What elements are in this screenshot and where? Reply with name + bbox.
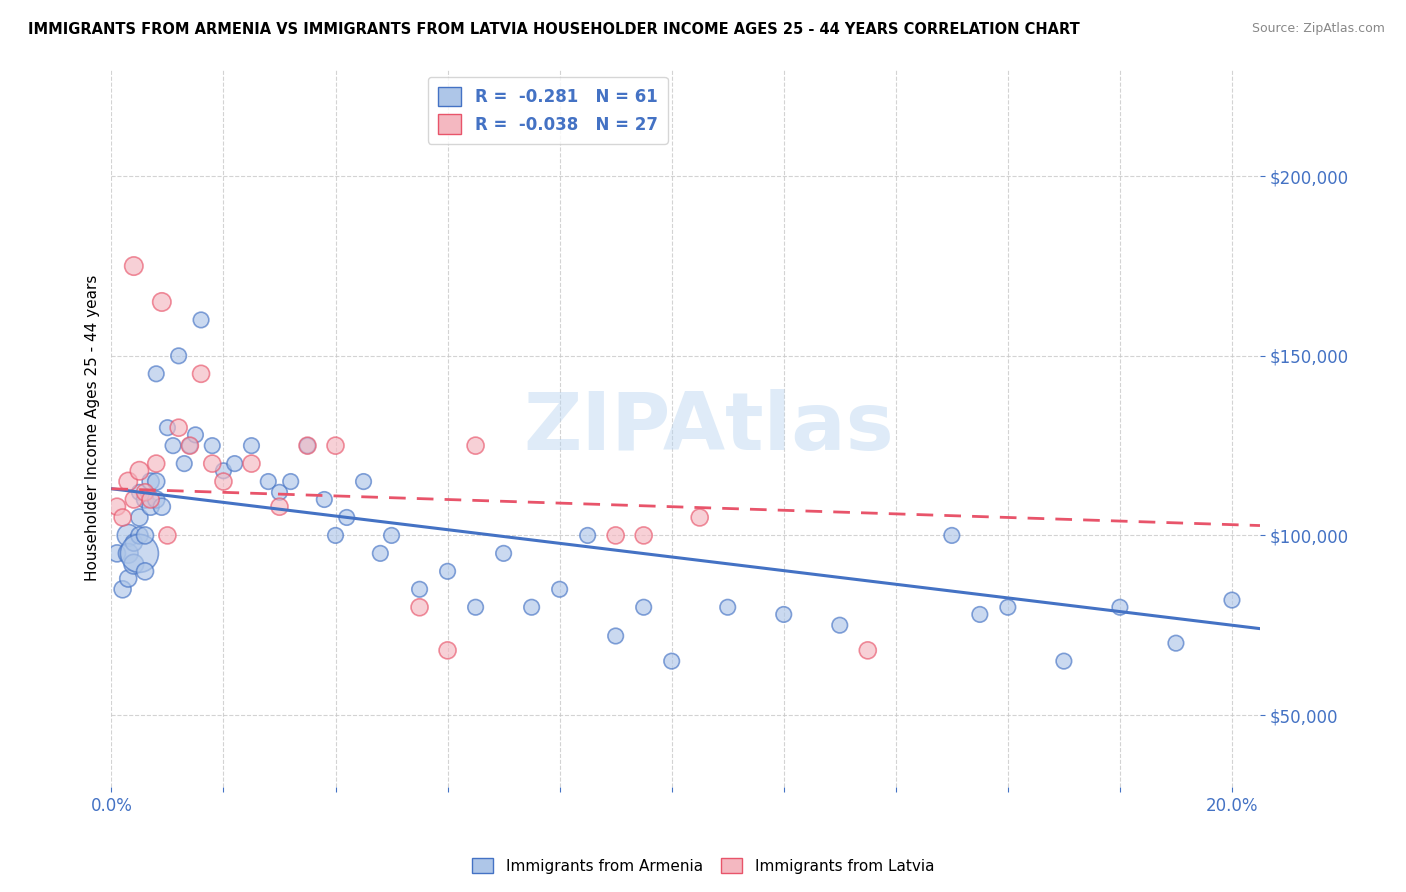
Point <box>257 475 280 489</box>
Point <box>408 600 430 615</box>
Point <box>408 582 430 597</box>
Point <box>105 500 128 514</box>
Point <box>128 485 150 500</box>
Point <box>280 475 302 489</box>
Point <box>122 492 145 507</box>
Point <box>353 475 375 489</box>
Point <box>167 349 190 363</box>
Point <box>122 259 145 273</box>
Point <box>139 475 162 489</box>
Point <box>122 557 145 571</box>
Point <box>190 313 212 327</box>
Point <box>156 528 179 542</box>
Point <box>997 600 1019 615</box>
Text: IMMIGRANTS FROM ARMENIA VS IMMIGRANTS FROM LATVIA HOUSEHOLDER INCOME AGES 25 - 4: IMMIGRANTS FROM ARMENIA VS IMMIGRANTS FR… <box>28 22 1080 37</box>
Point <box>605 629 627 643</box>
Point <box>380 528 402 542</box>
Point <box>122 535 145 549</box>
Text: Source: ZipAtlas.com: Source: ZipAtlas.com <box>1251 22 1385 36</box>
Point <box>179 439 201 453</box>
Point <box>969 607 991 622</box>
Point <box>139 500 162 514</box>
Point <box>134 485 156 500</box>
Point <box>128 464 150 478</box>
Point <box>173 457 195 471</box>
Point <box>297 439 319 453</box>
Point <box>145 457 167 471</box>
Point <box>370 546 392 560</box>
Point <box>150 295 173 310</box>
Point <box>150 500 173 514</box>
Point <box>661 654 683 668</box>
Point <box>576 528 599 542</box>
Point <box>605 528 627 542</box>
Point <box>828 618 851 632</box>
Legend: R =  -0.281   N = 61, R =  -0.038   N = 27: R = -0.281 N = 61, R = -0.038 N = 27 <box>427 77 668 144</box>
Point <box>134 565 156 579</box>
Point <box>464 600 486 615</box>
Point <box>156 420 179 434</box>
Point <box>212 475 235 489</box>
Point <box>190 367 212 381</box>
Point <box>184 428 207 442</box>
Point <box>145 492 167 507</box>
Point <box>145 367 167 381</box>
Point <box>689 510 711 524</box>
Legend: Immigrants from Armenia, Immigrants from Latvia: Immigrants from Armenia, Immigrants from… <box>465 852 941 880</box>
Point <box>128 546 150 560</box>
Point <box>139 492 162 507</box>
Point <box>117 572 139 586</box>
Point <box>269 500 291 514</box>
Point <box>297 439 319 453</box>
Point <box>941 528 963 542</box>
Point <box>1109 600 1132 615</box>
Point <box>772 607 794 622</box>
Point <box>128 510 150 524</box>
Text: ZIPAtlas: ZIPAtlas <box>523 389 894 467</box>
Point <box>224 457 246 471</box>
Point <box>201 439 224 453</box>
Point <box>167 420 190 434</box>
Point <box>240 439 263 453</box>
Point <box>269 485 291 500</box>
Point <box>105 546 128 560</box>
Point <box>134 492 156 507</box>
Point <box>212 464 235 478</box>
Point <box>179 439 201 453</box>
Point <box>633 600 655 615</box>
Point <box>325 439 347 453</box>
Point <box>548 582 571 597</box>
Point <box>240 457 263 471</box>
Point <box>201 457 224 471</box>
Point <box>145 475 167 489</box>
Point <box>717 600 740 615</box>
Point <box>111 582 134 597</box>
Point <box>1053 654 1076 668</box>
Point <box>1164 636 1187 650</box>
Point <box>325 528 347 542</box>
Point <box>162 439 184 453</box>
Point <box>117 528 139 542</box>
Y-axis label: Householder Income Ages 25 - 44 years: Householder Income Ages 25 - 44 years <box>86 275 100 581</box>
Point <box>633 528 655 542</box>
Point <box>117 546 139 560</box>
Point <box>336 510 359 524</box>
Point <box>492 546 515 560</box>
Point <box>111 510 134 524</box>
Point <box>436 643 458 657</box>
Point <box>856 643 879 657</box>
Point <box>436 565 458 579</box>
Point <box>128 528 150 542</box>
Point <box>314 492 336 507</box>
Point <box>520 600 543 615</box>
Point <box>464 439 486 453</box>
Point <box>134 528 156 542</box>
Point <box>117 475 139 489</box>
Point <box>1220 593 1243 607</box>
